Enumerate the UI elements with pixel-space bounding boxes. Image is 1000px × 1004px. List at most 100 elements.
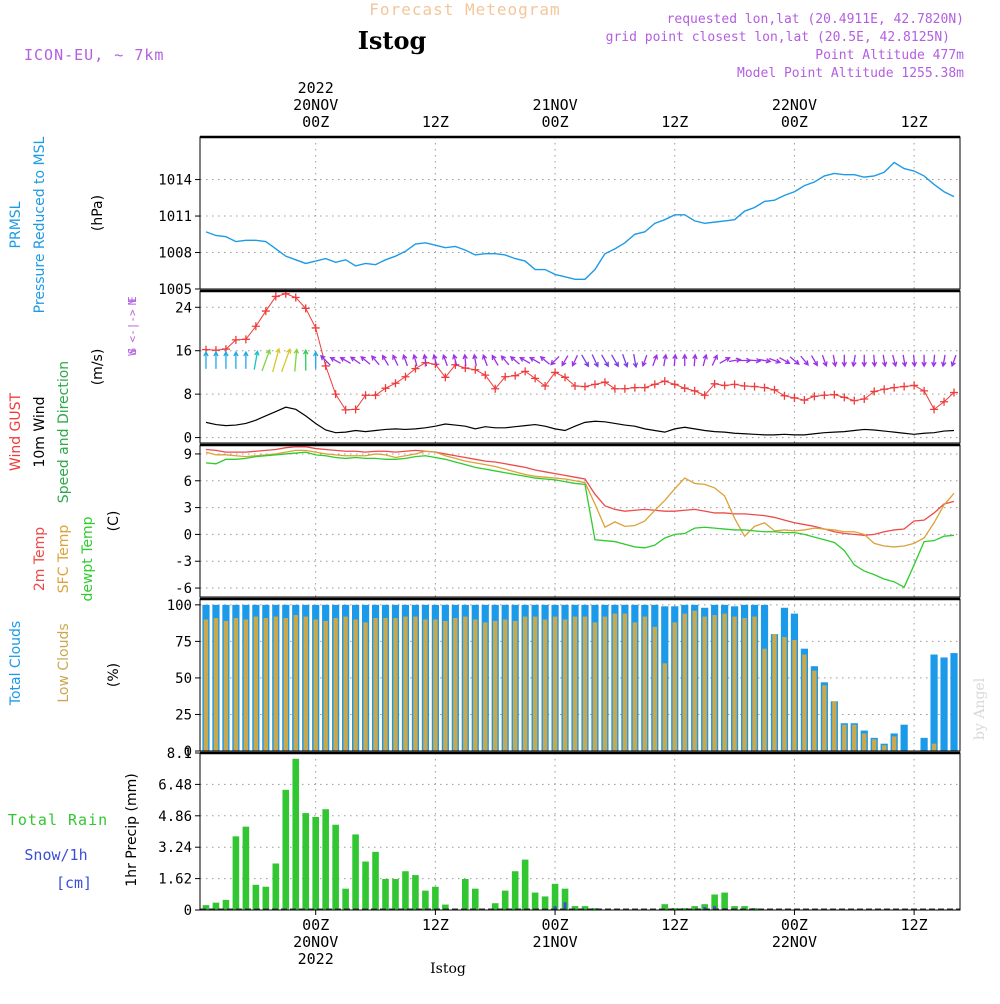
wind-arrow — [861, 354, 867, 368]
wind-side-label: 10m Wind — [32, 396, 48, 467]
wind-unit-label: (m/s) — [90, 349, 106, 386]
wind-arrow — [832, 354, 838, 368]
wind-arrow — [779, 357, 791, 365]
rain-bar — [362, 861, 369, 910]
clouds-panel: 0 25 50 75 100 Total Clouds Low Clouds (%) — [8, 597, 961, 760]
wind-arrow — [632, 353, 639, 369]
wind-arrow — [320, 354, 331, 366]
low-cloud-bar — [632, 622, 638, 751]
low-cloud-bar — [832, 701, 837, 751]
low-cloud-bar — [473, 619, 478, 751]
gust-marker — [740, 382, 749, 390]
low-cloud-bar — [822, 685, 827, 751]
wind-arrow — [892, 354, 898, 368]
temperature-side-label: dewpt Temp — [80, 516, 96, 601]
gust-marker — [491, 384, 500, 393]
low-cloud-bar — [373, 618, 378, 751]
rain-bar — [382, 878, 389, 910]
low-cloud-bar — [233, 618, 239, 751]
wind-arrow — [561, 355, 569, 367]
low-cloud-bar — [612, 613, 618, 751]
low-cloud-bar — [812, 670, 817, 751]
wind-arrow — [243, 350, 249, 369]
temperature-unit-label: (C) — [106, 511, 122, 532]
gust-marker — [561, 373, 570, 382]
gust-marker — [720, 381, 729, 390]
rain-bar — [571, 906, 579, 910]
gust-marker — [531, 374, 540, 383]
wind-arrow — [748, 357, 762, 364]
gust-marker — [900, 382, 909, 391]
wind-arrow — [692, 353, 698, 367]
gust-marker — [590, 380, 599, 389]
temperature-ytick-label: -6 — [175, 581, 192, 597]
wind-arrow — [611, 354, 619, 368]
wind-arrow — [312, 350, 319, 369]
wind-arrow — [768, 357, 782, 364]
low-cloud-bar — [872, 739, 877, 751]
wind-arrow — [519, 356, 531, 364]
clouds-side-label: Total Clouds — [8, 621, 24, 706]
low-cloud-bar — [493, 620, 498, 751]
pressure-frame — [199, 136, 961, 290]
footer-location: Istog — [430, 961, 466, 977]
low-cloud-bar — [423, 619, 428, 751]
wind-arrow — [950, 354, 957, 368]
wind-arrow — [529, 356, 541, 364]
gust-marker — [770, 385, 779, 394]
total-cloud-bar — [950, 653, 958, 751]
wind-arrow — [681, 353, 688, 367]
wind-ytick-label: 0 — [184, 431, 192, 447]
clouds-unit-label: (%) — [106, 663, 122, 687]
clouds-ytick-label: 75 — [175, 634, 192, 650]
gust-marker — [940, 397, 949, 406]
wind-arrow — [841, 354, 848, 368]
watermark: by Angel — [972, 677, 988, 740]
rain-bar — [272, 863, 280, 910]
temperature-side-label: 2m Temp — [32, 527, 48, 591]
wind-arrow — [329, 356, 341, 364]
gust-marker — [630, 383, 639, 392]
gust-marker — [251, 322, 260, 331]
low-cloud-bar — [393, 618, 398, 751]
low-cloud-bar — [931, 743, 937, 751]
clouds-ytick-label: 100 — [167, 598, 192, 614]
low-cloud-bar — [862, 733, 867, 751]
rain-bar — [422, 890, 429, 910]
wind-arrow — [921, 354, 927, 368]
wind-arrow — [272, 347, 281, 373]
wind-arrow — [472, 353, 478, 367]
low-cloud-bar — [662, 663, 667, 751]
rain-bar — [661, 904, 669, 910]
gust-marker — [710, 379, 719, 388]
compass-north: N — [126, 299, 139, 306]
gust-marker — [640, 383, 649, 392]
wind-arrow — [392, 354, 399, 366]
gust-marker — [920, 386, 929, 395]
bottom-time-label: 12Z — [661, 916, 688, 934]
gust-marker — [950, 388, 959, 397]
gust-marker — [910, 381, 919, 390]
wind-arrow — [261, 348, 271, 372]
low-cloud-bar — [213, 618, 219, 751]
precip-unit-label: 1hr Precip (mm) — [124, 773, 140, 886]
low-cloud-bar — [283, 618, 288, 751]
rain-bar — [302, 813, 310, 910]
wind-arrow — [851, 354, 857, 368]
rain-bar — [442, 904, 449, 910]
low-cloud-bar — [802, 654, 807, 751]
rain-bar — [252, 884, 260, 910]
snow-bar — [713, 906, 717, 910]
rain-bar — [292, 758, 300, 910]
rain-bar — [521, 859, 529, 910]
low-cloud-bar — [343, 616, 348, 751]
precip-ytick-label: 0 — [184, 903, 192, 919]
wind-arrow — [571, 355, 579, 367]
rain-bar — [352, 834, 359, 910]
rain-bar — [402, 871, 409, 910]
low-cloud-bar — [403, 616, 408, 751]
model-label: ICON-EU, ~ 7km — [24, 46, 164, 64]
low-cloud-bar — [722, 613, 727, 751]
gust-marker — [820, 391, 829, 400]
bottom-time-label: 12Z — [901, 916, 928, 934]
